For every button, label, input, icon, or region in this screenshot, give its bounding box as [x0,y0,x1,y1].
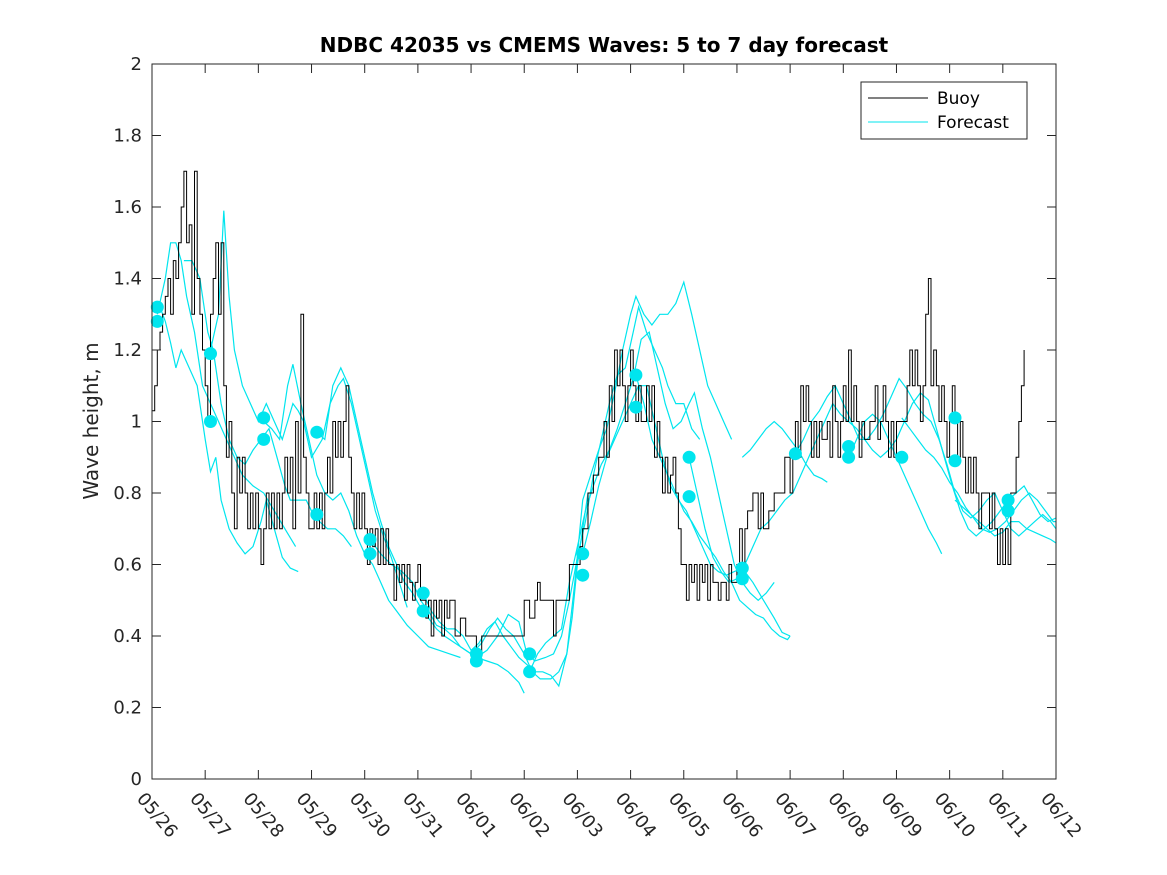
y-axis-ticks: 0 0.2 0.4 0.6 0.8 1 1.2 1.4 1.6 1.8 2 [113,54,1056,790]
forecast-marker-4 [204,415,217,428]
forecast-marker-31 [1001,493,1015,507]
legend-forecast-label: Forecast [937,113,1009,133]
forecast-marker-3 [204,347,217,361]
forecast-marker-17 [576,547,590,561]
forecast-marker-19 [629,368,643,382]
forecast-marker-25 [788,447,802,461]
y-tick-label: 0.4 [113,626,142,647]
forecast-marker-24 [735,572,749,586]
legend: Buoy Forecast [860,81,1028,140]
forecast-marker-12 [416,604,430,618]
forecast-marker-23 [735,561,749,575]
y-tick-label: 0.6 [113,555,142,576]
buoy-line [152,170,1025,655]
forecast-marker-21 [682,450,696,464]
forecast-marker-2 [150,314,164,328]
chart-title: NDBC 42035 vs CMEMS Waves: 5 to 7 day fo… [320,33,889,57]
forecast-marker-30 [948,454,962,468]
y-tick-label: 1.4 [113,269,142,290]
y-tick-label: 1.6 [113,197,142,218]
forecast-line-15 [794,377,1057,537]
y-tick-label: 1.8 [113,126,142,147]
y-axis-label: Wave height, m [79,342,103,499]
y-tick-label: 1 [131,412,142,433]
forecast-line-2 [156,242,297,547]
forecast-marker-9 [363,533,377,546]
forecast-markers-group [150,300,1015,679]
forecast-line-9 [476,304,701,662]
forecast-line-10 [529,330,775,673]
y-tick-label: 1.2 [113,340,142,361]
forecast-marker-11 [416,586,430,600]
buoy-series-group [152,170,1025,655]
forecast-marker-28 [895,450,909,464]
forecast-marker-10 [363,547,377,561]
legend-box [860,81,1028,140]
forecast-line-11 [582,385,791,637]
forecast-marker-16 [523,665,537,679]
forecast-marker-14 [469,654,483,668]
forecast-marker-8 [310,508,324,521]
forecast-marker-6 [257,432,271,446]
forecast-line-18 [954,499,1057,544]
forecast-marker-7 [310,425,324,439]
forecast-marker-22 [682,490,696,504]
legend-buoy-label: Buoy [937,89,980,109]
y-tick-label: 0 [131,769,142,790]
y-tick-label: 0.2 [113,698,142,719]
forecast-marker-5 [257,411,271,425]
y-tick-label: 2 [131,54,142,75]
forecast-marker-26 [842,440,856,453]
forecast-marker-20 [629,400,643,414]
forecast-marker-27 [842,450,856,464]
y-tick-label: 0.8 [113,483,142,504]
forecast-line-5 [263,364,461,659]
forecast-marker-18 [576,568,590,582]
forecast-marker-1 [150,300,164,314]
forecast-line-14 [741,420,828,483]
forecast-marker-32 [1001,504,1015,518]
forecast-marker-15 [523,647,537,661]
forecast-line-1 [151,302,299,573]
forecast-marker-29 [948,411,962,425]
